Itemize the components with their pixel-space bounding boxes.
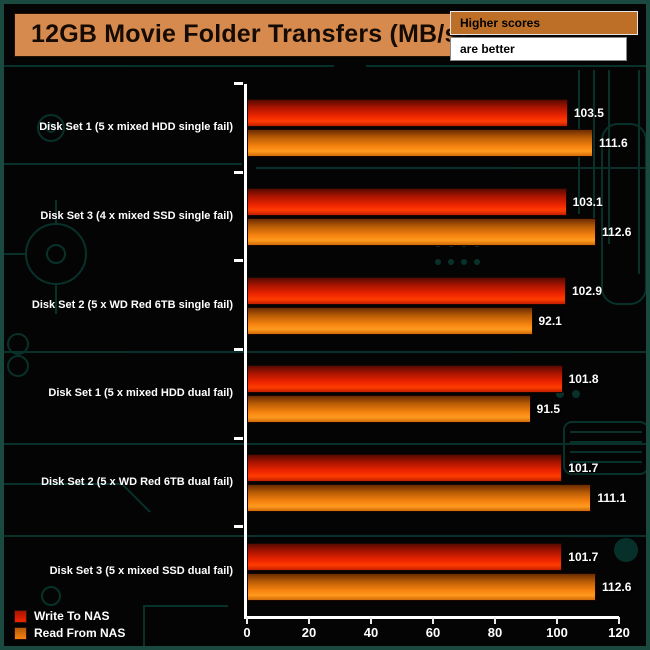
legend-label: Read From NAS: [34, 626, 126, 640]
read-swatch-icon: [14, 626, 27, 640]
category-label: Disk Set 3 (4 x mixed SSD single fail): [40, 210, 233, 223]
value-label: 91.5: [536, 402, 560, 417]
bar-row: 103.5: [247, 99, 619, 128]
category-label: Disk Set 1 (5 x mixed HDD dual fail): [48, 387, 233, 400]
x-axis-tick: 80: [488, 617, 502, 640]
legend-row: Write To NAS: [14, 609, 125, 623]
value-label: 102.9: [571, 283, 603, 298]
value-label: 101.8: [568, 372, 599, 387]
x-axis-tick-label: 40: [363, 625, 379, 640]
x-axis-tick-label: 120: [608, 625, 630, 640]
x-axis-tick-label: 20: [301, 625, 317, 640]
read-bar: [247, 129, 593, 158]
bar-row: 102.9: [247, 276, 619, 305]
write-bar: [247, 542, 563, 571]
x-axis-tick-label: 0: [243, 625, 251, 640]
bar-row: 112.6: [247, 572, 631, 601]
legend-label: Write To NAS: [34, 609, 110, 623]
bar-group: Disk Set 2 (5 x WD Red 6TB single fail) 1…: [32, 259, 619, 350]
bar-row: 112.6: [247, 218, 631, 246]
category-label: Disk Set 2 (5 x WD Red 6TB dual fail): [41, 476, 233, 489]
write-bar: [247, 454, 563, 483]
bar-row: 101.8: [247, 365, 619, 394]
value-label: 111.6: [598, 136, 628, 151]
bar-row: 101.7: [247, 542, 619, 571]
bar-group: Disk Set 3 (5 x mixed SSD dual fail) 101.…: [50, 525, 631, 616]
chart-title: 12GB Movie Folder Transfers (MB/s): [14, 13, 467, 57]
read-bar: [247, 218, 597, 246]
legend-row: Read From NAS: [14, 626, 125, 640]
bar-row: 91.5: [247, 395, 619, 424]
read-bar: [247, 306, 533, 335]
value-label: 103.5: [573, 106, 604, 121]
bar-row: 92.1: [247, 306, 619, 335]
read-bar: [247, 484, 592, 513]
category-label: Disk Set 1 (5 x mixed HDD single fail): [39, 121, 233, 134]
write-bar: [247, 365, 563, 394]
write-bar: [247, 276, 566, 305]
read-bar: [247, 395, 531, 424]
plot-area: Disk Set 1 (5 x mixed HDD single fail) 10…: [32, 82, 631, 640]
category-label: Disk Set 3 (5 x mixed SSD dual fail): [49, 564, 233, 577]
bar-group: Disk Set 2 (5 x WD Red 6TB dual fail) 101…: [41, 436, 626, 528]
value-label: 112.6: [602, 579, 632, 594]
bar-rows: Disk Set 1 (5 x mixed HDD single fail) 10…: [32, 82, 631, 616]
bar-row: 103.1: [247, 188, 619, 216]
x-axis-tick-label: 100: [546, 625, 568, 640]
x-axis-tick-label: 60: [425, 625, 441, 640]
read-bar: [247, 572, 597, 601]
value-label: 112.6: [602, 225, 632, 239]
x-axis: 0 20 40 60 80 100 120: [243, 616, 630, 642]
x-axis-tick: 20: [302, 617, 316, 640]
score-note-line2: are better: [450, 37, 627, 61]
write-bar: [247, 188, 567, 216]
value-label: 92.1: [538, 313, 562, 328]
legend: Write To NAS Read From NAS: [14, 609, 125, 640]
x-axis-tick: 120: [608, 617, 630, 640]
x-axis-tick: 0: [243, 617, 251, 640]
value-label: 103.1: [572, 195, 603, 209]
x-axis-tick: 40: [364, 617, 378, 640]
x-axis-tick-label: 80: [487, 625, 503, 640]
bar-row: 111.6: [247, 129, 628, 158]
write-swatch-icon: [14, 609, 27, 623]
value-label: 111.1: [597, 491, 627, 506]
bar-group: Disk Set 1 (5 x mixed HDD single fail) 10…: [39, 82, 628, 173]
bar-row: 101.7: [247, 454, 619, 483]
bar-row: 111.1: [247, 484, 626, 513]
value-label: 101.7: [568, 461, 599, 476]
write-bar: [247, 99, 568, 128]
score-note: Higher scores are better: [450, 11, 638, 61]
score-note-line1: Higher scores: [450, 11, 638, 35]
x-axis-tick: 60: [426, 617, 440, 640]
value-label: 101.7: [568, 549, 599, 564]
bar-group: Disk Set 3 (4 x mixed SSD single fail) 10…: [40, 170, 631, 262]
x-axis-tick: 100: [546, 617, 568, 640]
bar-group: Disk Set 1 (5 x mixed HDD dual fail) 101.…: [48, 348, 619, 439]
category-label: Disk Set 2 (5 x WD Red 6TB single fail): [31, 298, 233, 311]
